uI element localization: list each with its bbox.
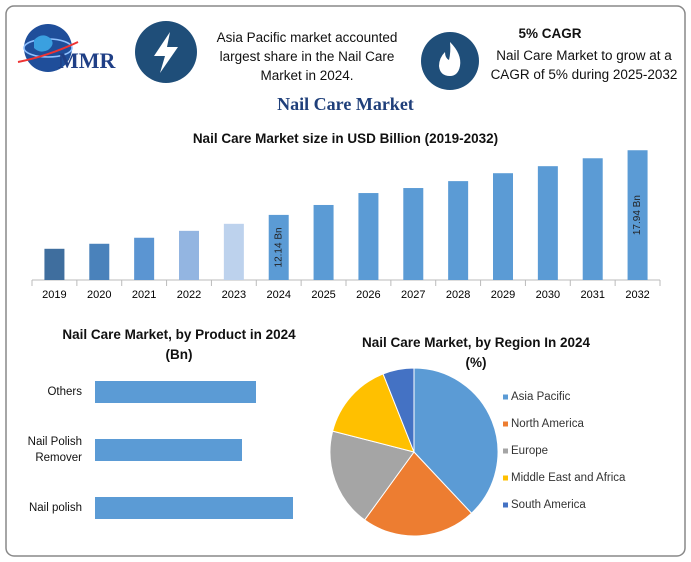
- info-note: Asia Pacific market accounted largest sh…: [216, 30, 398, 83]
- cagr-title: 5% CAGR: [518, 26, 582, 41]
- bar: [493, 173, 513, 280]
- bar: [537, 166, 558, 280]
- chart-title: Nail Care Market size in USD Billion (20…: [192, 131, 499, 146]
- legend-label: South America: [511, 499, 586, 511]
- legend-label: Europe: [511, 445, 548, 457]
- bar: [448, 181, 469, 280]
- legend-marker: [503, 394, 508, 400]
- legend-label: Asia Pacific: [511, 391, 571, 403]
- chart-title: Nail Care Market, by Region In 2024 (%): [361, 335, 591, 370]
- bolt-icon: [135, 21, 197, 83]
- x-tick-label: 2029: [491, 289, 515, 301]
- pie-slice: [332, 373, 415, 453]
- bar: [582, 158, 603, 280]
- x-tick-label: 2025: [311, 289, 335, 301]
- legend-label: North America: [511, 418, 584, 430]
- x-tick-label: 2023: [222, 289, 246, 301]
- page-title: Nail Care Market: [277, 94, 414, 114]
- frame: [5, 5, 686, 557]
- x-tick-label: 2026: [356, 289, 380, 301]
- bar: [95, 439, 242, 461]
- pie-slice: [413, 367, 499, 514]
- logo-text: MMR: [58, 48, 116, 73]
- y-tick-label: Others: [47, 386, 82, 398]
- legend-marker: [503, 475, 508, 481]
- legend-marker: [503, 448, 508, 454]
- bar: [89, 243, 110, 280]
- logo-globe: [17, 24, 79, 72]
- value-label: 17.94 Bn: [632, 195, 643, 235]
- x-tick-label: 2031: [580, 289, 604, 301]
- x-tick-label: 2019: [42, 289, 66, 301]
- pie-slice: [329, 430, 415, 521]
- bar: [95, 381, 256, 403]
- x-tick-label: 2030: [536, 289, 560, 301]
- bar: [403, 188, 424, 280]
- x-tick-label: 2021: [132, 289, 156, 301]
- pie-slice: [363, 451, 473, 537]
- pie-slice: [382, 367, 415, 453]
- bar: [313, 204, 334, 280]
- bar: [358, 193, 379, 280]
- x-tick-label: 2024: [266, 289, 290, 301]
- bar: [627, 150, 648, 280]
- bar: [179, 230, 199, 280]
- x-tick-label: 2028: [446, 289, 470, 301]
- legend-marker: [503, 421, 508, 427]
- x-tick-label: 2020: [87, 289, 111, 301]
- x-tick-label: 2032: [625, 289, 649, 301]
- legend-label: Middle East and Africa: [511, 472, 626, 484]
- x-tick-label: 2022: [177, 289, 201, 301]
- bar: [134, 237, 155, 280]
- bar: [95, 497, 293, 519]
- chart-title: Nail Care Market, by Product in 2024 (Bn…: [62, 327, 296, 362]
- y-tick-label: Nail Polish Remover: [27, 436, 82, 464]
- bar: [268, 214, 289, 280]
- value-label: 12.14 Bn: [273, 227, 284, 267]
- y-tick-label: Nail polish: [28, 502, 82, 514]
- legend-marker: [503, 502, 508, 508]
- x-tick-label: 2027: [401, 289, 425, 301]
- flame-icon: [421, 32, 479, 90]
- bar: [44, 248, 65, 280]
- cagr-note: Nail Care Market to grow at a CAGR of 5%…: [490, 48, 678, 82]
- bar: [223, 223, 244, 280]
